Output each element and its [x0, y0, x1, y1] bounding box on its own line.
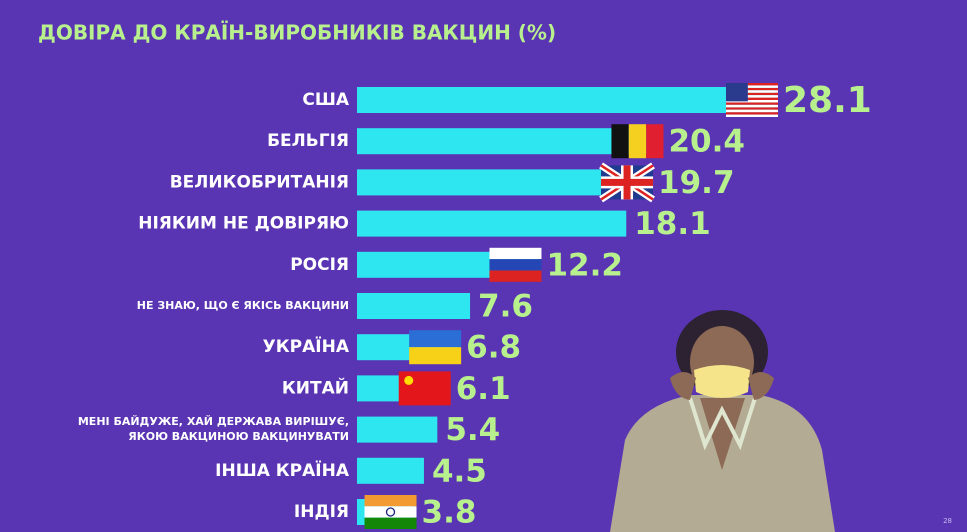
category-label: ВЕЛИКОБРИТАНІЯ: [170, 172, 349, 192]
bar: [357, 293, 471, 319]
flag-part: [725, 97, 778, 100]
flag-part: [725, 83, 778, 86]
bar: [357, 457, 424, 484]
category-label: БЕЛЬГІЯ: [267, 131, 349, 151]
bar: [357, 128, 661, 155]
value-label: 18.1: [634, 206, 711, 242]
value-label: 20.4: [668, 124, 745, 160]
flag-part: [489, 259, 542, 271]
category-label: США: [302, 90, 349, 110]
flag: [398, 371, 451, 406]
page-number: 28: [943, 517, 952, 525]
flag: [611, 124, 664, 159]
value-label: 6.8: [466, 330, 521, 366]
category-label: НЕ ЗНАЮ, ЩО Є ЯКІСЬ ВАКЦИНИ: [137, 299, 349, 312]
flag-part: [385, 507, 396, 517]
flag-part: [364, 495, 417, 507]
flag-part: [725, 83, 748, 102]
flag-part: [409, 347, 462, 365]
flag-part: [725, 95, 778, 98]
flag-part: [623, 165, 631, 200]
flag-part: [725, 100, 778, 103]
flag: [489, 247, 542, 282]
flag-part: [725, 87, 778, 91]
value-label: 5.4: [445, 412, 500, 448]
category-label: КИТАЙ: [282, 376, 349, 398]
flag-part: [404, 375, 414, 385]
value-label: 7.6: [478, 289, 533, 325]
flag-part: [725, 107, 778, 110]
hand: [748, 372, 774, 400]
flag-part: [489, 270, 542, 282]
flag-part: [364, 506, 417, 518]
value-label: 4.5: [432, 453, 487, 489]
flag-part: [725, 90, 778, 93]
category-label: НІЯКИМ НЕ ДОВІРЯЮ: [138, 214, 349, 234]
value-label: 19.7: [658, 165, 735, 201]
illustration: [610, 310, 835, 532]
flag-part: [725, 92, 778, 96]
category-label: ІНША КРАЇНА: [215, 459, 350, 481]
category-label: УКРАЇНА: [263, 335, 350, 357]
value-label: 12.2: [546, 247, 623, 283]
neck: [700, 398, 745, 470]
value-label: 3.8: [422, 495, 477, 531]
bar: [357, 87, 775, 113]
bar: [357, 416, 438, 443]
flag-part: [725, 114, 778, 117]
flag-part: [611, 124, 629, 159]
flag: [725, 83, 778, 117]
collar: [688, 397, 757, 451]
flag-part: [725, 85, 778, 88]
mask: [694, 365, 750, 398]
category-label: МЕНІ БАЙДУЖЕ, ХАЙ ДЕРЖАВА ВИРІШУЄ, ЯКОЮ В…: [78, 415, 349, 443]
flag-part: [364, 517, 417, 529]
value-label: 28.1: [783, 80, 872, 121]
flag-part: [725, 109, 778, 113]
flag-part: [409, 330, 462, 348]
flag-part: [725, 104, 778, 108]
category-label: РОСІЯ: [290, 255, 349, 275]
chart-title: ДОВІРА ДО КРАЇН-ВИРОБНИКІВ ВАКЦИН (%): [38, 21, 556, 45]
hand: [670, 372, 696, 400]
category-label: ІНДІЯ: [294, 502, 349, 522]
flag-part: [628, 124, 647, 159]
flag-part: [725, 102, 778, 105]
flag-part: [646, 124, 664, 159]
flag: [409, 330, 462, 365]
flag-part: [489, 247, 542, 260]
flag: [364, 495, 417, 529]
flag: [599, 162, 655, 203]
flag-part: [725, 112, 778, 115]
bar: [357, 210, 627, 237]
value-label: 6.1: [456, 371, 511, 407]
